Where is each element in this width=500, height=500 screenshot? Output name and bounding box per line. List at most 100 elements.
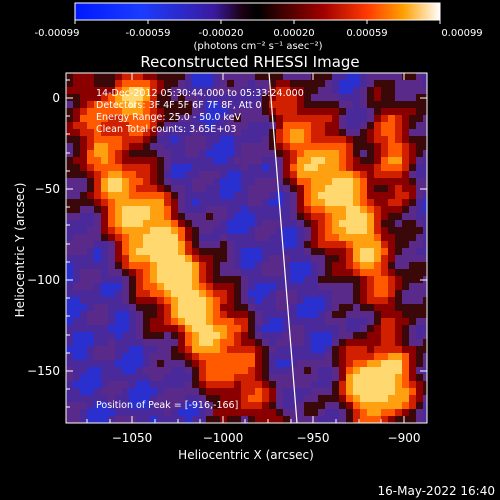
image-pixel	[122, 283, 130, 291]
image-pixel	[304, 318, 312, 326]
image-pixel	[185, 234, 193, 242]
image-pixel	[87, 178, 95, 186]
image-pixel	[311, 388, 319, 396]
image-pixel	[381, 353, 389, 361]
image-pixel	[178, 262, 186, 270]
image-pixel	[290, 325, 298, 333]
image-pixel	[108, 269, 116, 277]
image-pixel	[255, 360, 263, 368]
image-pixel	[416, 332, 424, 340]
image-pixel	[283, 108, 291, 116]
image-pixel	[297, 276, 305, 284]
image-pixel	[255, 87, 263, 95]
image-pixel	[80, 220, 88, 228]
image-pixel	[339, 269, 347, 277]
image-pixel	[374, 339, 382, 347]
image-pixel	[325, 178, 333, 186]
image-pixel	[367, 276, 375, 284]
image-pixel	[423, 318, 427, 326]
image-pixel	[255, 171, 263, 179]
image-pixel	[101, 255, 109, 263]
image-pixel	[199, 164, 207, 172]
image-pixel	[115, 80, 123, 88]
image-pixel	[304, 122, 312, 130]
image-pixel	[416, 409, 424, 417]
image-pixel	[297, 304, 305, 312]
image-pixel	[122, 276, 130, 284]
image-pixel	[185, 143, 193, 151]
image-pixel	[108, 94, 116, 102]
image-pixel	[122, 234, 130, 242]
image-pixel	[136, 129, 144, 137]
image-pixel	[178, 402, 186, 410]
colorbar	[74, 2, 441, 21]
image-pixel	[234, 269, 242, 277]
image-pixel	[346, 367, 354, 375]
image-pixel	[416, 248, 424, 256]
image-pixel	[199, 94, 207, 102]
image-pixel	[185, 269, 193, 277]
image-pixel	[192, 367, 200, 375]
image-pixel	[136, 178, 144, 186]
image-pixel	[241, 164, 249, 172]
image-pixel	[325, 115, 333, 123]
image-pixel	[381, 248, 389, 256]
image-pixel	[136, 136, 144, 144]
image-pixel	[143, 262, 151, 270]
image-pixel	[73, 87, 81, 95]
image-pixel	[164, 115, 172, 123]
image-pixel	[276, 220, 284, 228]
image-pixel	[122, 416, 130, 423]
image-pixel	[346, 283, 354, 291]
image-pixel	[73, 381, 81, 389]
image-pixel	[353, 206, 361, 214]
image-pixel	[178, 367, 186, 375]
image-pixel	[360, 248, 368, 256]
image-pixel	[353, 136, 361, 144]
image-pixel	[101, 136, 109, 144]
image-pixel	[388, 150, 396, 158]
image-pixel	[409, 283, 417, 291]
image-pixel	[360, 241, 368, 249]
image-pixel	[87, 339, 95, 347]
image-pixel	[388, 402, 396, 410]
image-pixel	[122, 213, 130, 221]
image-pixel	[374, 318, 382, 326]
image-pixel	[269, 311, 277, 319]
image-pixel	[367, 409, 375, 417]
image-pixel	[129, 115, 137, 123]
image-pixel	[374, 101, 382, 109]
image-pixel	[192, 157, 200, 165]
image-pixel	[157, 402, 165, 410]
image-pixel	[115, 213, 123, 221]
image-pixel	[241, 108, 249, 116]
image-pixel	[262, 192, 270, 200]
image-pixel	[395, 136, 403, 144]
image-pixel	[171, 269, 179, 277]
colorbar-tick-label: -0.00059	[126, 28, 171, 39]
image-pixel	[290, 164, 298, 172]
image-pixel	[402, 101, 410, 109]
image-pixel	[353, 290, 361, 298]
image-pixel	[220, 339, 228, 347]
image-pixel	[227, 353, 235, 361]
image-pixel	[276, 283, 284, 291]
image-pixel	[73, 325, 81, 333]
image-pixel	[423, 297, 427, 305]
image-pixel	[297, 157, 305, 165]
image-pixel	[199, 73, 207, 81]
image-pixel	[388, 241, 396, 249]
image-pixel	[395, 395, 403, 403]
image-pixel	[409, 185, 417, 193]
image-pixel	[339, 87, 347, 95]
image-pixel	[262, 206, 270, 214]
image-pixel	[220, 409, 228, 417]
image-pixel	[262, 234, 270, 242]
image-pixel	[136, 192, 144, 200]
image-pixel	[143, 178, 151, 186]
image-pixel	[66, 241, 74, 249]
image-pixel	[339, 353, 347, 361]
image-pixel	[346, 311, 354, 319]
image-pixel	[318, 192, 326, 200]
image-pixel	[192, 80, 200, 88]
